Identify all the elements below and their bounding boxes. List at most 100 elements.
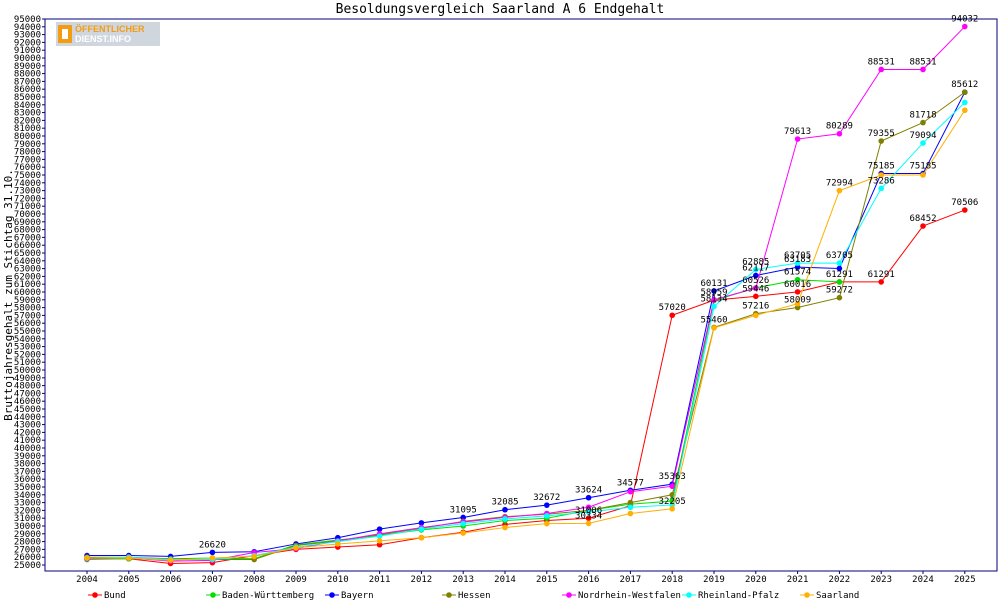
chart-title: Besoldungsvergleich Saarland A 6 Endgeha…: [336, 2, 665, 17]
data-point: [460, 520, 467, 527]
y-tick-label: 66000: [14, 241, 41, 251]
series-line: [87, 91, 966, 561]
y-tick-label: 45000: [14, 405, 41, 415]
data-label: 70506: [951, 198, 978, 208]
data-point: [627, 499, 634, 506]
data-point: [585, 515, 592, 521]
data-point: [794, 289, 801, 295]
y-tick-label: 74000: [14, 179, 41, 189]
data-point: [418, 526, 425, 532]
data-point: [544, 513, 550, 519]
y-tick-label: 76000: [14, 163, 41, 173]
y-tick-label: 63000: [14, 265, 41, 275]
data-point: [794, 136, 801, 142]
y-tick-label: 33000: [14, 499, 41, 509]
y-tick-label: 25000: [14, 561, 41, 571]
y-tick-label: 70000: [14, 210, 41, 220]
legend-swatch-marker: [446, 592, 452, 598]
data-point: [962, 23, 968, 30]
data-point: [293, 545, 299, 551]
x-tick-label: 2007: [202, 575, 224, 585]
x-tick-label: 2015: [536, 575, 558, 585]
data-point: [711, 303, 717, 310]
series-line: [87, 91, 966, 557]
data-point: [753, 293, 759, 300]
y-tick-label: 92000: [14, 38, 41, 48]
data-label: 32085: [491, 498, 518, 508]
data-point: [753, 285, 759, 291]
data-point: [544, 502, 550, 508]
data-point: [878, 279, 884, 285]
data-label: 68452: [909, 214, 936, 224]
legend-label: Saarland: [816, 591, 859, 600]
y-tick-label: 49000: [14, 374, 41, 384]
y-tick-label: 55000: [14, 327, 41, 337]
y-tick-label: 67000: [14, 233, 41, 243]
x-tick-label: 2009: [285, 575, 307, 585]
legend-swatch-marker: [329, 592, 335, 598]
data-point: [376, 538, 383, 544]
y-tick-label: 27000: [14, 545, 41, 555]
y-tick-label: 54000: [14, 335, 41, 345]
y-tick-label: 32000: [14, 506, 41, 516]
x-tick-label: 2022: [829, 575, 851, 585]
y-tick-label: 46000: [14, 397, 41, 407]
data-label: 72994: [826, 179, 853, 189]
x-axis: 2004 2005 2006 2007 2008 2009 2010 2011 2012 2013…: [76, 571, 976, 585]
data-point: [460, 514, 467, 521]
y-tick-label: 73000: [14, 187, 41, 197]
data-label: 33624: [575, 486, 602, 496]
x-tick-label: 2018: [661, 575, 683, 585]
svg-text:DIENST.INFO: DIENST.INFO: [75, 34, 131, 44]
data-point: [920, 223, 926, 229]
data-point: [251, 553, 257, 560]
data-point: [836, 130, 843, 137]
data-label: 32205: [659, 497, 686, 507]
x-tick-label: 2013: [452, 575, 474, 585]
legend-label: Baden-Württemberg: [222, 591, 314, 600]
data-point: [794, 300, 801, 307]
data-point: [84, 555, 90, 561]
legend-label: Bund: [104, 591, 126, 600]
x-tick-label: 2006: [160, 575, 182, 585]
data-point: [335, 541, 341, 547]
legend-label: Bayern: [341, 591, 374, 600]
x-tick-label: 2024: [912, 575, 934, 585]
data-point: [167, 557, 174, 564]
data-label: 88531: [868, 57, 895, 67]
data-label: 58009: [784, 296, 811, 306]
data-point: [502, 524, 508, 531]
data-label: 62117: [742, 263, 769, 273]
data-point: [669, 312, 675, 319]
data-point: [209, 555, 216, 561]
data-point: [962, 89, 968, 96]
x-tick-label: 2025: [954, 575, 976, 585]
data-point: [836, 260, 843, 266]
y-tick-label: 65000: [14, 249, 41, 259]
data-point: [753, 272, 759, 279]
data-point: [460, 530, 467, 536]
data-label: 30334: [575, 511, 602, 521]
data-point: [878, 66, 884, 73]
data-label: 57020: [659, 303, 686, 313]
data-point: [126, 555, 132, 561]
data-point: [920, 66, 926, 73]
data-point: [878, 172, 884, 178]
data-point: [794, 276, 801, 283]
legend-label: Nordrhein-Westfalen: [578, 591, 681, 600]
data-label: 79613: [784, 127, 811, 137]
y-tick-label: 82000: [14, 116, 41, 126]
data-label: 59272: [826, 286, 853, 296]
data-point: [376, 541, 383, 548]
data-point: [962, 107, 968, 114]
y-tick-label: 48000: [14, 382, 41, 392]
data-label: 73286: [868, 176, 895, 186]
y-tick-label: 93000: [14, 31, 41, 41]
x-tick-label: 2023: [870, 575, 892, 585]
x-tick-label: 2020: [745, 575, 767, 585]
legend-swatch-marker: [804, 592, 810, 598]
y-tick-label: 28000: [14, 538, 41, 548]
data-label: 63705: [784, 251, 811, 261]
y-tick-label: 64000: [14, 257, 41, 267]
